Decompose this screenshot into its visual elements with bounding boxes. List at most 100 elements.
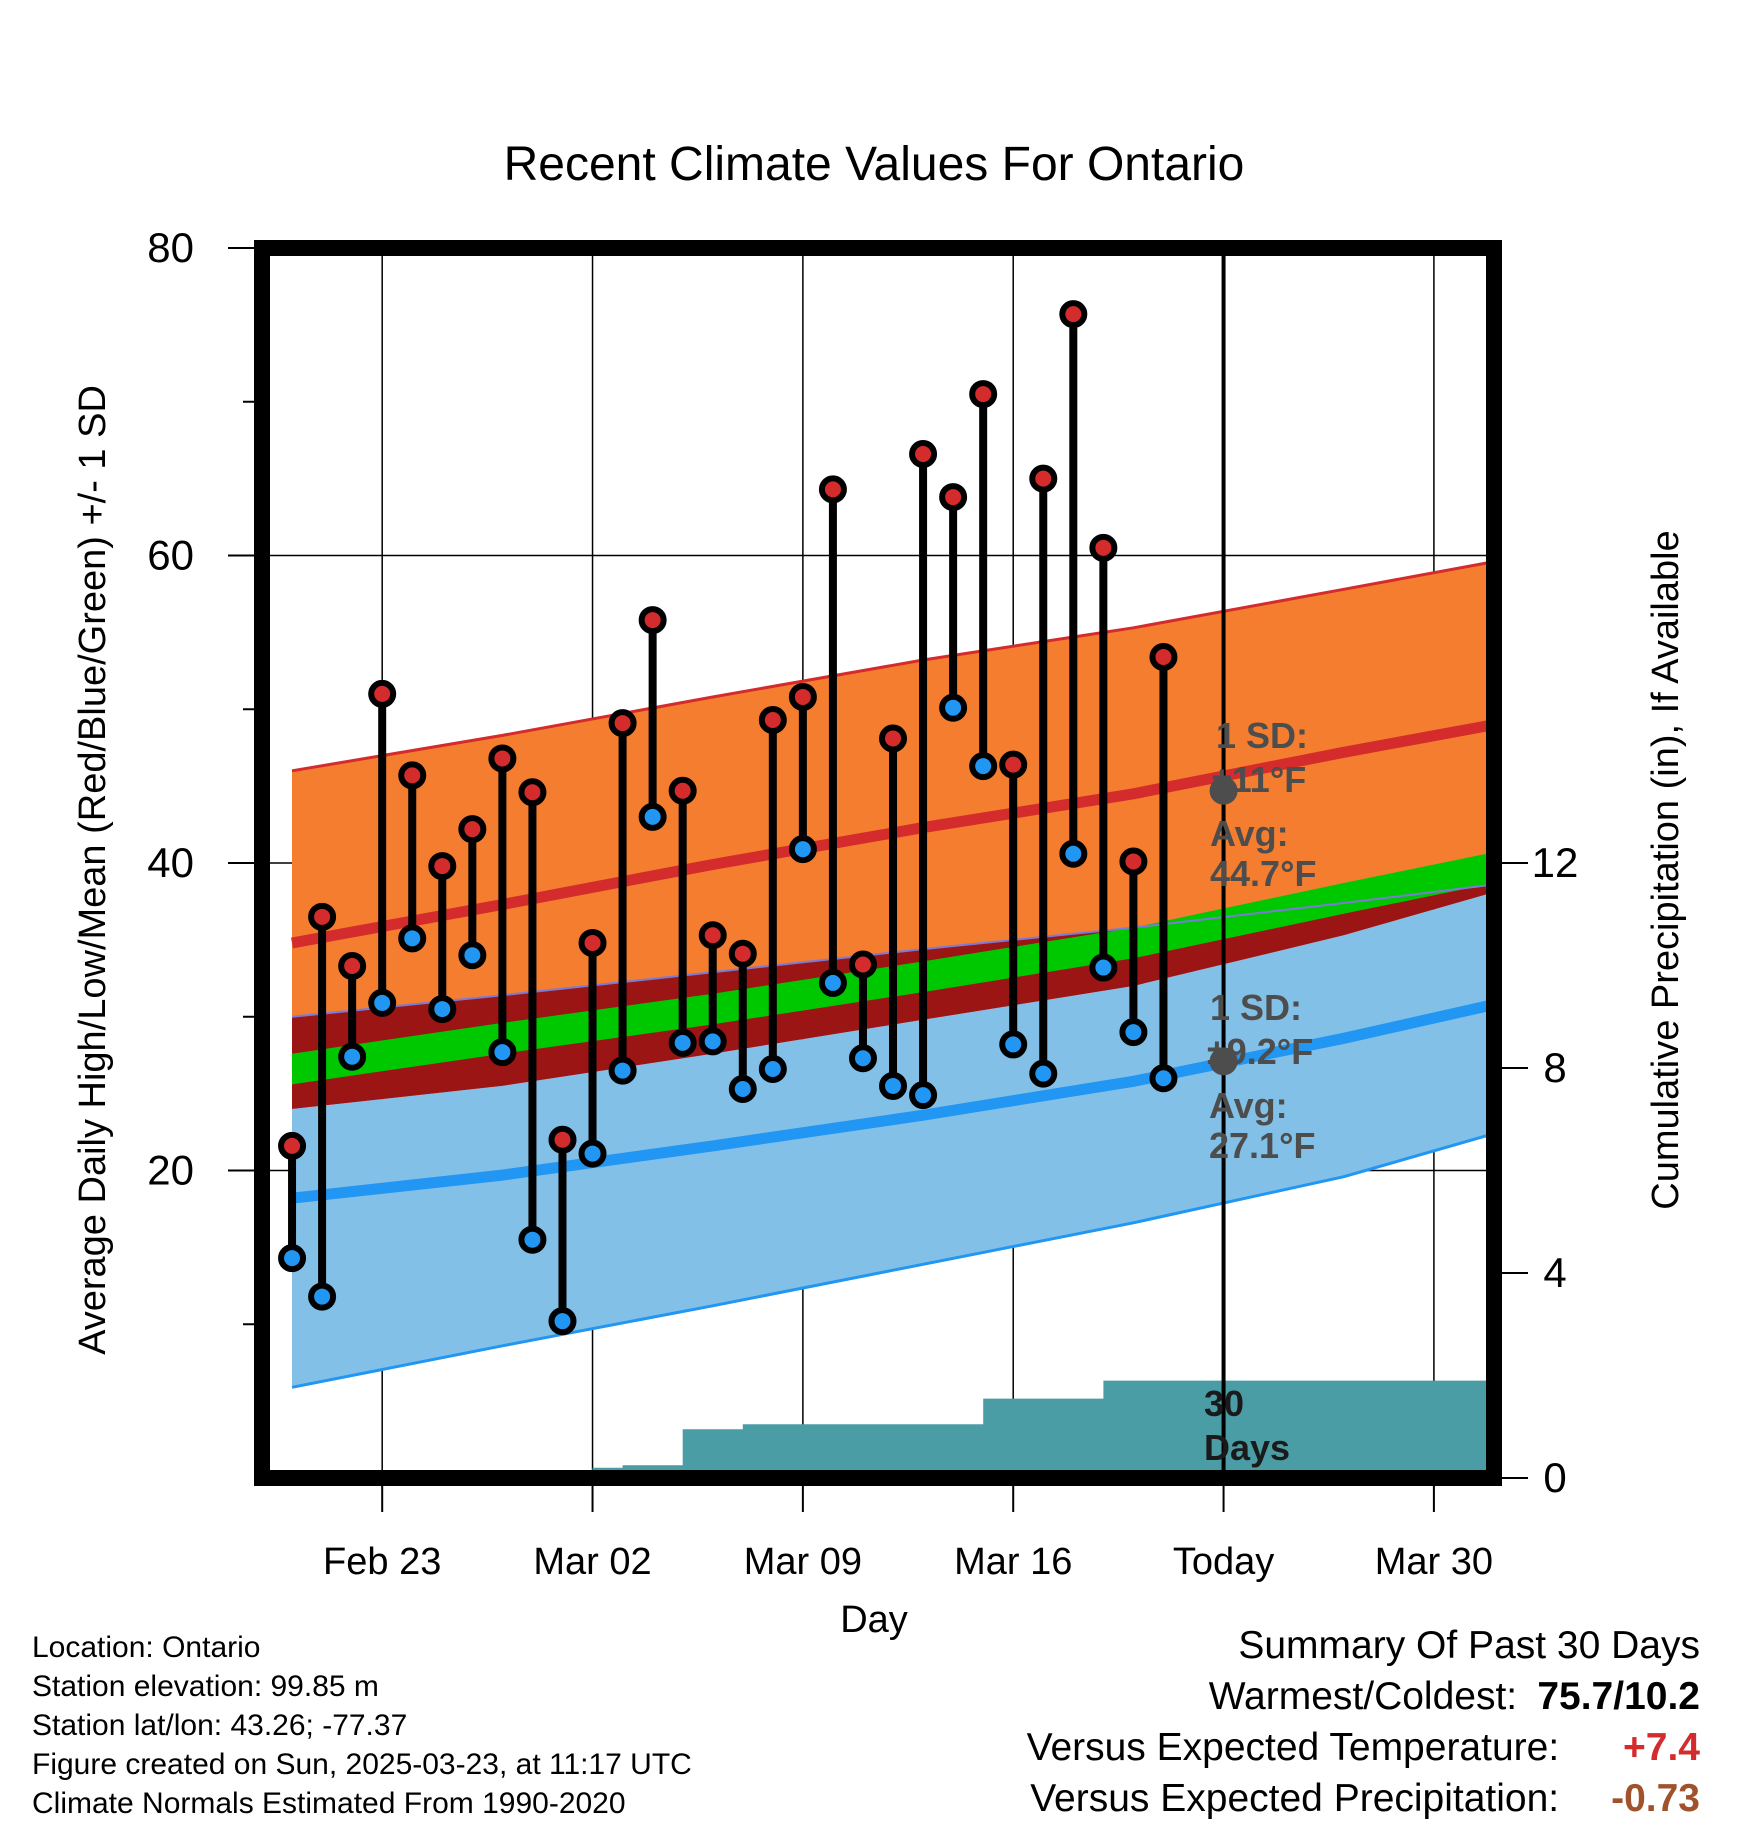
high-point-2025-03-15: [969, 380, 998, 409]
y-tick-label-80: 80: [147, 224, 194, 271]
station-info: Location: Ontario Station elevation: 99.…: [32, 1628, 692, 1823]
low-point-2025-02-20: [278, 1244, 307, 1273]
high-point-2025-02-25: [428, 852, 457, 881]
high-point-2025-02-23: [368, 679, 397, 708]
x-tick-label-0: Feb 23: [323, 1541, 441, 1583]
low-point-2025-03-01: [548, 1307, 577, 1336]
low-avg-title: Avg:: [1209, 1085, 1288, 1126]
high-point-2025-03-04: [638, 606, 667, 635]
low-point-2025-03-12: [879, 1071, 908, 1100]
high-point-2025-03-02: [578, 928, 607, 957]
low-point-2025-03-15: [969, 752, 998, 781]
low-point-2025-02-23: [368, 988, 397, 1017]
y2-tick-label-4: 4: [1543, 1249, 1566, 1296]
low-normal-line: [291, 999, 1496, 1204]
high-point-2025-02-21: [308, 902, 337, 931]
warm-cold-value: 75.7/10.2: [1537, 1675, 1700, 1718]
low-point-2025-03-18: [1059, 839, 1088, 868]
high-point-2025-02-20: [278, 1131, 307, 1160]
low-point-2025-03-04: [638, 802, 667, 831]
high-point-2025-03-18: [1059, 300, 1088, 329]
x-tick-label-4: Today: [1173, 1541, 1274, 1583]
precip-label: Versus Expected Precipitation:: [1030, 1777, 1560, 1820]
high-point-2025-02-27: [488, 744, 517, 773]
period-label-number: 30: [1204, 1383, 1244, 1424]
high-point-2025-03-17: [1029, 464, 1058, 493]
high-avg-value: 44.7°F: [1210, 853, 1316, 894]
summary-precip-row: Versus Expected Precipitation: -0.73: [1027, 1773, 1700, 1824]
high-point-2025-02-28: [518, 778, 547, 807]
period-label-unit: Days: [1204, 1427, 1290, 1468]
high-point-2025-03-08: [758, 706, 787, 735]
low-point-2025-02-28: [518, 1225, 547, 1254]
low-avg-value: 27.1°F: [1209, 1125, 1315, 1166]
high-point-2025-03-06: [698, 921, 727, 950]
low-point-2025-02-26: [458, 941, 487, 970]
low-point-2025-03-21: [1149, 1064, 1178, 1093]
high-point-2025-03-11: [848, 950, 877, 979]
high-point-2025-03-12: [879, 724, 908, 753]
high-point-2025-03-13: [909, 440, 938, 469]
high-point-2025-03-10: [818, 475, 847, 504]
y-tick-label-40: 40: [147, 839, 194, 886]
daily-stems: [288, 314, 1168, 1322]
low-point-2025-03-20: [1119, 1018, 1148, 1047]
high-point-2025-03-20: [1119, 847, 1148, 876]
low-point-2025-03-03: [608, 1056, 637, 1085]
high-point-2025-02-26: [458, 815, 487, 844]
high-point-2025-03-21: [1149, 642, 1178, 671]
low-point-2025-03-17: [1029, 1059, 1058, 1088]
y-tick-label-20: 20: [147, 1147, 194, 1194]
y-tick-label-60: 60: [147, 532, 194, 579]
summary-temp-row: Versus Expected Temperature: +7.4: [1027, 1722, 1700, 1773]
low-point-2025-03-11: [848, 1044, 877, 1073]
precipitation-area: [262, 1380, 1494, 1478]
location-text: Location: Ontario: [32, 1631, 261, 1664]
normals-text: Climate Normals Estimated From 1990-2020: [32, 1787, 626, 1820]
warm-cold-label: Warmest/Coldest:: [1208, 1675, 1518, 1718]
high-point-2025-02-22: [338, 952, 367, 981]
summary-title: Summary Of Past 30 Days: [1238, 1624, 1700, 1667]
x-tick-label-2: Mar 09: [744, 1541, 862, 1583]
x-tick-label-3: Mar 16: [954, 1541, 1072, 1583]
y2-tick-label-12: 12: [1532, 839, 1579, 886]
high-point-2025-03-14: [939, 483, 968, 512]
low-point-2025-03-13: [909, 1081, 938, 1110]
low-point-2025-03-10: [818, 968, 847, 997]
low-point-2025-03-19: [1089, 953, 1118, 982]
low-point-2025-03-14: [939, 693, 968, 722]
high-point-2025-03-01: [548, 1125, 577, 1154]
high-point-2025-03-09: [788, 682, 817, 711]
temp-value: +7.4: [1623, 1726, 1700, 1769]
daily-points: [278, 300, 1178, 1336]
chart-title: Recent Climate Values For Ontario: [504, 138, 1245, 191]
summary-panel: Summary Of Past 30 Days Warmest/Coldest:…: [1027, 1620, 1700, 1824]
x-tick-label-1: Mar 02: [533, 1541, 651, 1583]
low-point-2025-03-05: [668, 1028, 697, 1057]
low-sd-band: [292, 892, 1494, 1388]
summary-warm-cold-row: Warmest/Coldest: 75.7/10.2: [1027, 1671, 1700, 1722]
high-point-2025-03-19: [1089, 533, 1118, 562]
high-avg-title: Avg:: [1210, 813, 1289, 854]
high-sd-title: 1 SD:: [1216, 715, 1308, 756]
low-point-2025-03-09: [788, 835, 817, 864]
created-text: Figure created on Sun, 2025-03-23, at 11…: [32, 1748, 692, 1781]
today-marker: [1209, 248, 1238, 1478]
low-point-2025-02-22: [338, 1042, 367, 1071]
low-point-2025-03-07: [728, 1075, 757, 1104]
y2-tick-label-8: 8: [1543, 1044, 1566, 1091]
elevation-text: Station elevation: 99.85 m: [32, 1670, 379, 1703]
low-point-2025-02-21: [308, 1282, 337, 1311]
annotations: 1 SD: ±11°F Avg: 44.7°F 1 SD: ±9.2°F Avg…: [1204, 715, 1316, 1468]
high-point-2025-03-05: [668, 776, 697, 805]
x-tick-label-5: Mar 30: [1375, 1541, 1493, 1583]
low-point-2025-02-27: [488, 1038, 517, 1067]
avg-marker-1: [1209, 1047, 1238, 1076]
high-point-2025-03-03: [608, 709, 637, 738]
low-point-2025-02-25: [428, 995, 457, 1024]
axes: 20 40 60 80 0 4 8 12 Feb 23 Mar 02 Mar 09 Mar 16 Tod…: [147, 224, 1578, 1583]
high-point-2025-03-07: [728, 939, 757, 968]
precip-area: [262, 1380, 1494, 1478]
low-point-2025-03-08: [758, 1055, 787, 1084]
